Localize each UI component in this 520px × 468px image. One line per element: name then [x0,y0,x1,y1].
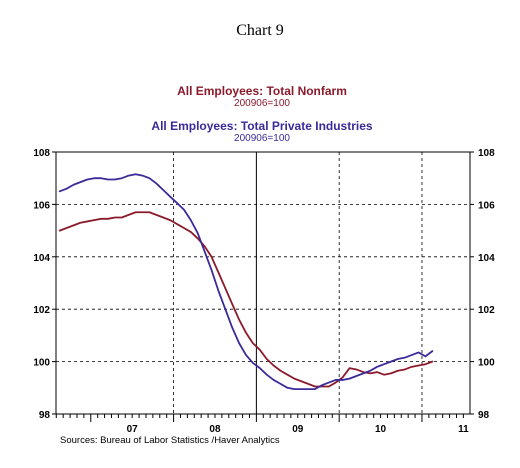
ytick-label-right-100: 100 [478,358,495,369]
ytick-label-left-98: 98 [39,410,51,421]
series-line-nonfarm [58,211,434,388]
ytick-label-left-108: 108 [33,148,50,159]
ytick-label-left-102: 102 [33,305,50,316]
series-line-private [58,173,434,391]
ytick-label-left-104: 104 [33,253,50,264]
source-note: Sources: Bureau of Labor Statistics /Hav… [60,435,280,446]
xtick-label-10: 10 [375,424,387,435]
series-title-nonfarm: All Employees: Total Nonfarm [177,84,347,98]
xtick-label-07: 07 [127,424,139,435]
xtick-label-11: 11 [458,424,469,435]
axis-labels: 98 98 100 100 102 102 104 104 106 106 108 108 07 08 09… [33,148,495,435]
series-subtitle-nonfarm: 200906=100 [234,98,290,109]
series-lines [58,173,434,391]
series-title-private: All Employees: Total Private Industries [151,119,373,133]
ytick-label-right-102: 102 [478,305,495,316]
ytick-label-right-104: 104 [478,253,495,264]
plot-frame [55,151,471,415]
xtick-label-08: 08 [209,424,221,435]
chart-number: Chart 9 [236,22,284,39]
xtick-label-09: 09 [292,424,304,435]
ytick-label-left-106: 106 [33,200,50,211]
grid-lines [56,152,470,414]
ytick-label-left-100: 100 [33,358,50,369]
axis-ticks [52,151,474,422]
ytick-label-right-106: 106 [478,200,495,211]
series-subtitle-private: 200906=100 [234,133,290,144]
ytick-label-right-108: 108 [478,148,495,159]
ytick-label-right-98: 98 [478,410,490,421]
